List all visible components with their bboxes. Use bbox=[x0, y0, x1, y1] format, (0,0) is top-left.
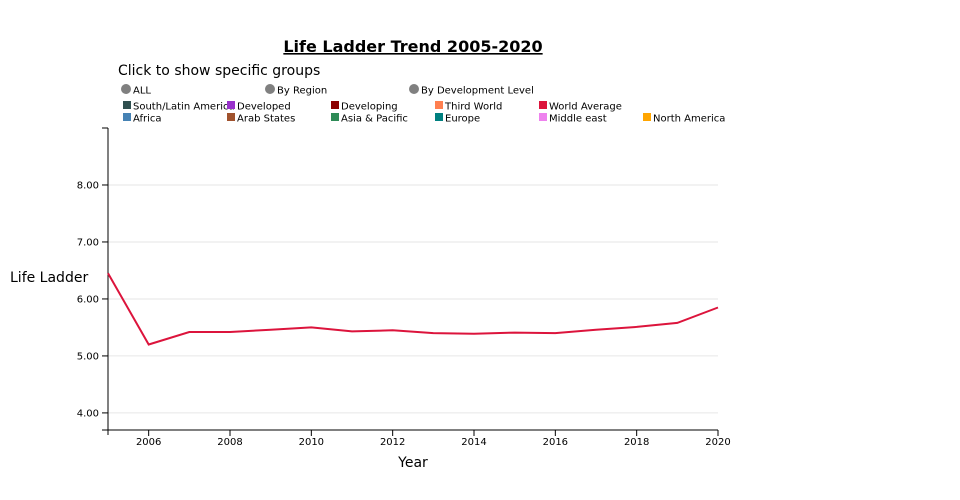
x-tick-label: 2012 bbox=[380, 437, 405, 448]
legend-swatch bbox=[123, 113, 131, 121]
legend-label: Developed bbox=[237, 102, 291, 113]
y-tick-label: 8.00 bbox=[77, 180, 99, 191]
x-tick-label: 2016 bbox=[543, 437, 568, 448]
legend-label: Asia & Pacific bbox=[341, 114, 408, 125]
filter-dot-icon bbox=[409, 84, 419, 94]
legend-swatch bbox=[435, 113, 443, 121]
legend: South/Latin America Developed Developing Th… bbox=[123, 101, 725, 125]
legend-label: South/Latin America bbox=[133, 102, 235, 113]
filter-buttons: ALL By Region By Development Level bbox=[121, 84, 534, 97]
legend-item-10[interactable]: North America bbox=[643, 113, 725, 125]
legend-swatch bbox=[227, 101, 235, 109]
legend-label: Third World bbox=[444, 102, 502, 113]
y-tick-label: 4.00 bbox=[77, 408, 99, 419]
legend-swatch bbox=[123, 101, 131, 109]
series-line-world-average[interactable] bbox=[107, 272, 719, 346]
legend-swatch bbox=[539, 113, 547, 121]
legend-swatch bbox=[331, 113, 339, 121]
legend-label: Arab States bbox=[237, 114, 295, 125]
legend-item-3[interactable]: Third World bbox=[435, 101, 502, 113]
legend-label: Middle east bbox=[549, 114, 607, 125]
legend-label: Developing bbox=[341, 102, 398, 113]
legend-item-5[interactable]: Africa bbox=[123, 113, 162, 125]
legend-swatch bbox=[643, 113, 651, 121]
legend-swatch bbox=[539, 101, 547, 109]
legend-swatch bbox=[435, 101, 443, 109]
filter-button-2[interactable]: By Development Level bbox=[409, 84, 534, 97]
chart-title: Life Ladder Trend 2005-2020 bbox=[283, 37, 542, 56]
filter-button-label: ALL bbox=[133, 86, 151, 97]
axes: 4.00 5.00 6.00 7.00 8.00 2006 2008 2010 2012 2014… bbox=[77, 127, 731, 448]
legend-item-2[interactable]: Developing bbox=[331, 101, 398, 113]
x-tick-label: 2014 bbox=[461, 437, 486, 448]
filter-button-1[interactable]: By Region bbox=[265, 84, 327, 97]
filter-dot-icon bbox=[265, 84, 275, 94]
legend-item-1[interactable]: Developed bbox=[227, 101, 291, 113]
x-tick-label: 2008 bbox=[217, 437, 242, 448]
legend-item-6[interactable]: Arab States bbox=[227, 113, 295, 125]
legend-label: World Average bbox=[549, 102, 622, 113]
legend-item-7[interactable]: Asia & Pacific bbox=[331, 113, 408, 125]
y-axis-label: Life Ladder bbox=[10, 270, 88, 286]
filter-button-label: By Region bbox=[277, 86, 327, 97]
filter-button-label: By Development Level bbox=[421, 86, 534, 97]
y-tick-label: 7.00 bbox=[77, 237, 99, 248]
grid-lines bbox=[108, 184, 718, 414]
legend-swatch bbox=[227, 113, 235, 121]
y-tick-label: 6.00 bbox=[77, 294, 99, 305]
legend-swatch bbox=[331, 101, 339, 109]
chart-subtitle: Click to show specific groups bbox=[118, 63, 320, 79]
legend-item-4[interactable]: World Average bbox=[539, 101, 622, 113]
x-axis-label: Year bbox=[397, 455, 428, 471]
x-tick-label: 2006 bbox=[136, 437, 161, 448]
y-tick-label: 5.00 bbox=[77, 351, 99, 362]
filter-dot-icon bbox=[121, 84, 131, 94]
legend-label: North America bbox=[653, 114, 725, 125]
filter-button-0[interactable]: ALL bbox=[121, 84, 151, 97]
x-tick-label: 2010 bbox=[299, 437, 324, 448]
x-tick-label: 2018 bbox=[624, 437, 649, 448]
legend-label: Africa bbox=[133, 114, 162, 125]
legend-item-8[interactable]: Europe bbox=[435, 113, 480, 125]
legend-item-9[interactable]: Middle east bbox=[539, 113, 607, 125]
series-lines bbox=[107, 272, 719, 346]
x-tick-label: 2020 bbox=[705, 437, 730, 448]
legend-item-0[interactable]: South/Latin America bbox=[123, 101, 235, 113]
legend-label: Europe bbox=[445, 114, 480, 125]
